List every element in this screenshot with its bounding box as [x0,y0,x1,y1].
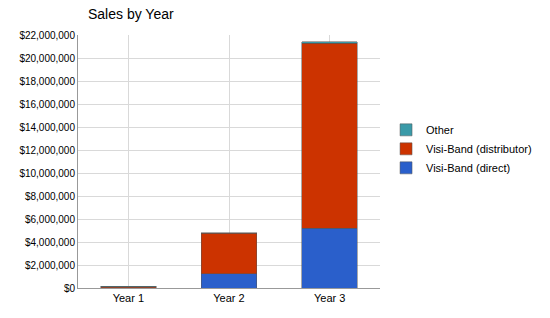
svg-text:$18,000,000: $18,000,000 [19,76,75,87]
svg-text:$2,000,000: $2,000,000 [25,260,75,271]
svg-text:$10,000,000: $10,000,000 [19,168,75,179]
svg-text:Year 3: Year 3 [314,292,345,304]
svg-text:Year 1: Year 1 [113,292,144,304]
svg-text:$16,000,000: $16,000,000 [19,99,75,110]
svg-text:Visi-Band (distributor): Visi-Band (distributor) [426,143,532,155]
svg-text:Year 2: Year 2 [213,292,244,304]
svg-text:$4,000,000: $4,000,000 [25,237,75,248]
svg-text:$14,000,000: $14,000,000 [19,122,75,133]
svg-text:$6,000,000: $6,000,000 [25,214,75,225]
svg-text:$8,000,000: $8,000,000 [25,191,75,202]
svg-text:$22,000,000: $22,000,000 [19,30,75,41]
svg-text:Visi-Band (direct): Visi-Band (direct) [426,162,510,174]
svg-text:Other: Other [426,124,454,136]
svg-text:Sales by Year: Sales by Year [88,6,174,22]
svg-text:$20,000,000: $20,000,000 [19,53,75,64]
svg-text:$0: $0 [64,283,76,294]
svg-text:$12,000,000: $12,000,000 [19,145,75,156]
